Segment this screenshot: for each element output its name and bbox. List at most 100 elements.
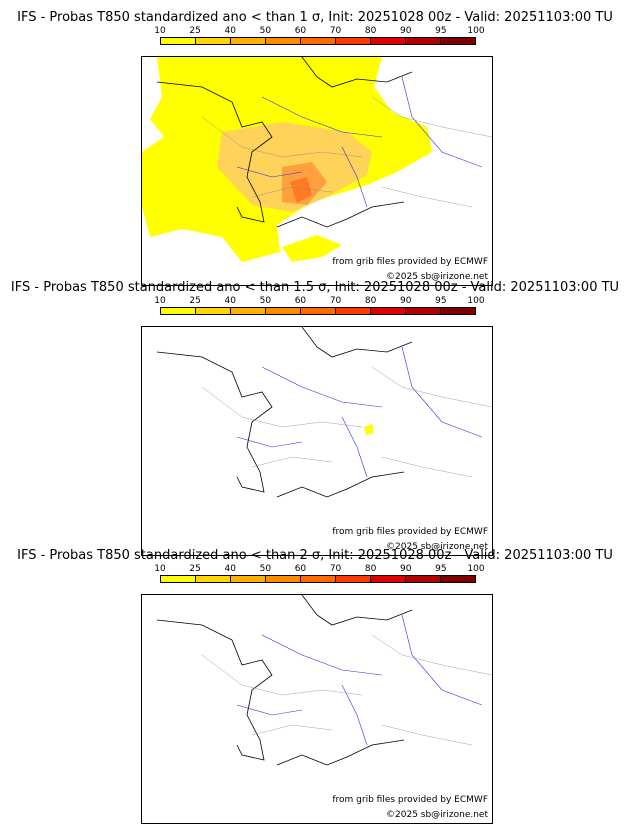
river (261, 96, 383, 138)
legend-tick-label: 90 (400, 26, 412, 36)
admin-border (251, 186, 333, 198)
legend-tick-label: 100 (467, 296, 485, 306)
panel-title: IFS - Probas T850 standardized ano < tha… (17, 548, 613, 563)
legend-tick-label: 25 (189, 296, 201, 306)
river (236, 436, 303, 448)
legend-tick-label: 25 (189, 564, 201, 574)
source-credit: from grib files provided by ECMWF (332, 527, 488, 537)
legend-color-step (266, 576, 301, 582)
coastline (276, 471, 405, 498)
legend-color-step (266, 38, 301, 44)
legend-bar (160, 307, 476, 315)
coastline (156, 351, 273, 493)
legend-color-step (231, 38, 266, 44)
river (341, 684, 368, 746)
color-legend: 10 25 40 50 60 70 80 90 95 100 (154, 564, 485, 594)
river (236, 166, 303, 178)
copyright-credit: ©2025 sb@irizone.net (386, 272, 488, 282)
legend-tick-label: 70 (329, 296, 342, 306)
coastline (276, 201, 405, 228)
legend-tick-label: 95 (435, 26, 447, 36)
color-legend: 10 25 40 50 60 70 80 90 95 100 (154, 296, 485, 326)
admin-border (201, 386, 363, 428)
map-drawing (142, 57, 492, 262)
legend-tick-label: 100 (467, 26, 485, 36)
legend-tick-label: 100 (467, 564, 485, 574)
coastline (301, 57, 413, 88)
legend-tick-label: 40 (224, 296, 236, 306)
prob-area-10 (364, 424, 374, 435)
legend-color-step (231, 576, 266, 582)
panel-title: IFS - Probas T850 standardized ano < tha… (10, 280, 620, 295)
legend-color-step (196, 308, 231, 314)
legend-color-step (161, 38, 196, 44)
admin-border (371, 634, 492, 676)
legend-color-step (406, 38, 441, 44)
color-legend: 10 25 40 50 60 70 80 90 95 100 (154, 26, 485, 56)
probability-map: from grib files provided by ECMWF ©2025 … (141, 56, 493, 286)
legend-tick-label: 60 (294, 564, 307, 574)
map-drawing (156, 327, 492, 498)
river (261, 634, 383, 676)
legend-tick-label: 80 (364, 296, 377, 306)
legend-color-step (301, 308, 336, 314)
legend-tick-label: 90 (400, 564, 412, 574)
coastline (276, 739, 405, 766)
probability-map: from grib files provided by ECMWF ©2025 … (141, 594, 493, 824)
river (261, 366, 383, 408)
legend-tick-label: 25 (189, 26, 201, 36)
map-drawing (156, 595, 492, 766)
legend-color-step (441, 38, 475, 44)
legend-color-step (371, 576, 406, 582)
legend-tick-label: 60 (294, 296, 307, 306)
map-panel-3: IFS - Probas T850 standardized ano < tha… (0, 548, 630, 824)
legend-color-step (231, 308, 266, 314)
admin-border (381, 186, 473, 208)
legend-tick-label: 10 (154, 296, 166, 306)
map-panel-1: IFS - Probas T850 standardized ano < tha… (0, 10, 630, 286)
legend-tick-label: 50 (259, 26, 272, 36)
river (401, 346, 483, 438)
panel-title: IFS - Probas T850 standardized ano < tha… (17, 10, 613, 25)
legend-color-step (371, 308, 406, 314)
legend-color-step (336, 576, 371, 582)
probability-map: from grib files provided by ECMWF ©2025 … (141, 326, 493, 556)
legend-bar (160, 575, 476, 583)
legend-tick-label: 40 (224, 26, 236, 36)
legend-color-step (196, 576, 231, 582)
legend-color-step (161, 308, 196, 314)
legend-color-step (441, 576, 475, 582)
map-panel-2: IFS - Probas T850 standardized ano < tha… (0, 280, 630, 556)
legend-tick-label: 10 (154, 26, 166, 36)
river (341, 146, 368, 208)
legend-color-step (336, 38, 371, 44)
legend-color-step (301, 38, 336, 44)
legend-color-step (161, 576, 196, 582)
admin-border (381, 456, 473, 478)
legend-color-step (406, 576, 441, 582)
river (236, 704, 303, 716)
legend-tick-label: 90 (400, 296, 412, 306)
river (401, 614, 483, 706)
legend-tick-label: 50 (259, 296, 272, 306)
coastline (301, 327, 413, 358)
admin-border (371, 96, 492, 138)
legend-color-step (196, 38, 231, 44)
legend-tick-label: 50 (259, 564, 272, 574)
copyright-credit: ©2025 sb@irizone.net (386, 542, 488, 552)
legend-tick-label: 80 (364, 26, 377, 36)
prob-area-50 (290, 177, 312, 203)
legend-tick-label: 95 (435, 564, 447, 574)
legend-color-step (406, 308, 441, 314)
admin-border (251, 724, 333, 736)
river (341, 416, 368, 478)
legend-tick-label: 40 (224, 564, 236, 574)
admin-border (201, 654, 363, 696)
legend-color-step (371, 38, 406, 44)
river (401, 76, 483, 168)
legend-tick-label: 95 (435, 296, 447, 306)
legend-tick-label: 70 (329, 26, 342, 36)
coastline (156, 81, 273, 223)
legend-bar (160, 37, 476, 45)
source-credit: from grib files provided by ECMWF (332, 257, 488, 267)
